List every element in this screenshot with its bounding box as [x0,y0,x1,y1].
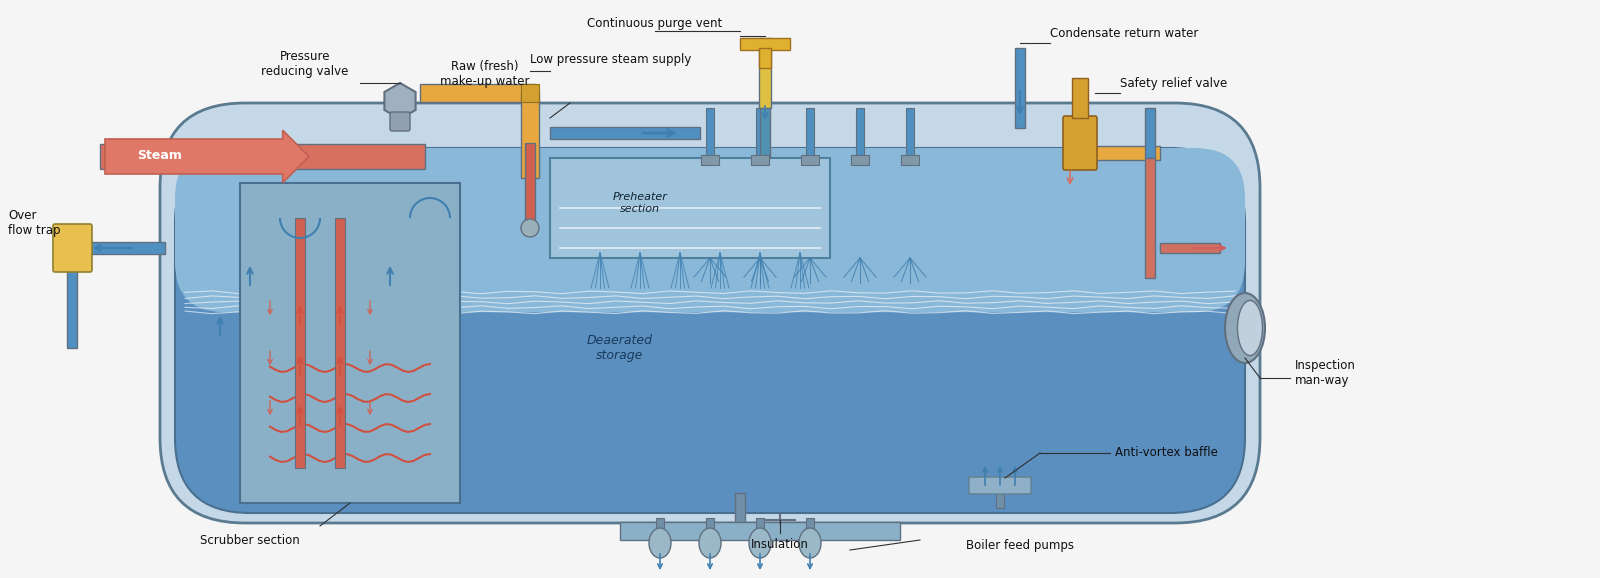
Bar [701,155,718,165]
Ellipse shape [699,528,722,558]
Bar [856,108,864,158]
Text: Deaerated
storage: Deaerated storage [587,334,653,362]
Bar [334,218,346,468]
Bar [294,218,306,468]
FancyBboxPatch shape [174,148,1245,312]
Text: Boiler feed pumps: Boiler feed pumps [966,539,1074,551]
Bar [757,518,765,548]
Bar [739,38,790,50]
Bar [1146,108,1155,158]
Bar [99,143,426,169]
FancyBboxPatch shape [53,224,93,272]
Bar [90,242,165,254]
Text: Pressure
reducing valve: Pressure reducing valve [261,50,349,78]
Bar [1072,78,1088,118]
FancyBboxPatch shape [390,112,410,131]
Bar [802,155,819,165]
Text: Inspection
man-way: Inspection man-way [1294,359,1355,387]
Bar [522,84,539,102]
Ellipse shape [798,528,821,558]
Text: Raw (fresh)
make-up water: Raw (fresh) make-up water [440,60,530,88]
Bar [906,108,914,158]
Bar [706,108,714,158]
Ellipse shape [1237,301,1262,355]
Text: Anti-vortex baffle: Anti-vortex baffle [1115,446,1218,460]
Text: Insulation: Insulation [750,539,810,551]
Bar [995,493,1005,508]
Bar [806,108,814,158]
Bar [67,270,77,348]
Bar [525,143,534,228]
Text: Steam: Steam [138,149,182,162]
Bar [760,108,770,158]
Bar [550,127,701,139]
Bar [851,155,869,165]
Text: Over
flow trap: Over flow trap [8,209,61,237]
Text: Condensate return water: Condensate return water [1050,27,1198,40]
Ellipse shape [1226,293,1266,363]
FancyBboxPatch shape [970,477,1030,494]
FancyBboxPatch shape [1062,116,1098,170]
Text: Low pressure steam supply: Low pressure steam supply [530,53,691,66]
Bar [758,38,771,108]
Bar [758,48,771,68]
Bar [240,183,461,503]
Bar [750,155,770,165]
Bar [734,493,746,523]
Bar [419,84,534,102]
Circle shape [522,219,539,237]
Bar [522,93,539,178]
Polygon shape [384,83,416,119]
Bar [806,518,814,548]
FancyBboxPatch shape [174,148,1245,513]
Text: Scrubber section: Scrubber section [200,533,299,547]
Text: Continuous purge vent: Continuous purge vent [587,17,723,30]
Text: Safety relief valve: Safety relief valve [1120,77,1227,90]
Bar [901,155,918,165]
Bar [621,522,899,540]
Bar [1014,48,1026,128]
Bar [550,158,830,258]
Bar [1146,158,1155,278]
Ellipse shape [749,528,771,558]
Bar [1080,146,1160,160]
Text: Preheater
section: Preheater section [613,192,667,214]
Bar [706,518,714,548]
Bar [656,518,664,548]
Bar [757,108,765,158]
Bar [1160,243,1221,253]
Ellipse shape [650,528,670,558]
FancyBboxPatch shape [160,103,1261,523]
FancyBboxPatch shape [106,130,309,183]
